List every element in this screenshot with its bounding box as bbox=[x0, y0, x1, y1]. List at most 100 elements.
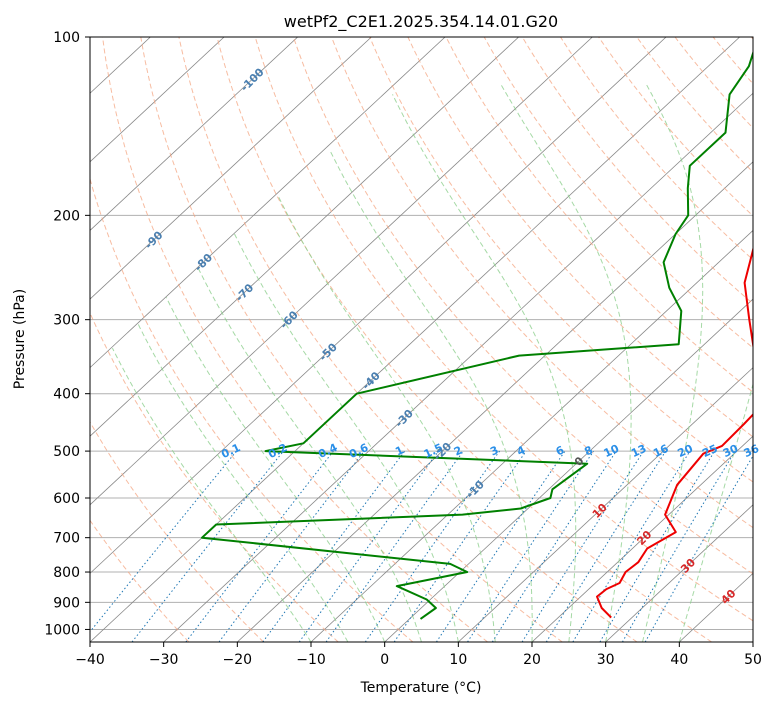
mixing-ratio-label: 0.4 bbox=[316, 441, 339, 461]
mixing-ratio-line bbox=[545, 450, 667, 642]
mixing-ratio-line bbox=[298, 450, 440, 642]
moist-adiabat-line bbox=[277, 195, 496, 642]
isotherm-line bbox=[458, 367, 753, 642]
isotherm-line bbox=[90, 37, 740, 642]
moist-adiabat-line bbox=[678, 382, 753, 642]
isotherm-line bbox=[752, 641, 753, 642]
moist-adiabat-line bbox=[392, 94, 577, 642]
isotherm-line bbox=[90, 37, 446, 369]
dry-adiabat-line bbox=[331, 37, 753, 529]
mixing-ratio-line bbox=[185, 450, 334, 642]
y-tick-label: 500 bbox=[53, 444, 80, 460]
mixing-ratio-label: 0.6 bbox=[347, 441, 370, 461]
dry-adiabat-line bbox=[140, 37, 563, 642]
isotherm-line bbox=[605, 504, 753, 642]
mixing-ratio-label: 0.2 bbox=[266, 441, 289, 461]
isotherm-line bbox=[310, 229, 753, 642]
mixing-ratio-line bbox=[325, 450, 464, 642]
y-tick-label: 300 bbox=[53, 313, 80, 329]
x-axis-title: Temperature (°C) bbox=[360, 680, 482, 696]
y-tick-label: 200 bbox=[53, 208, 80, 224]
isotherm-line bbox=[679, 572, 753, 642]
isotherm-line bbox=[531, 435, 753, 642]
dry-adiabat-line bbox=[90, 177, 414, 642]
mixing-ratio-line bbox=[621, 450, 736, 642]
dry-adiabat-line bbox=[407, 37, 753, 438]
moist-adiabat-line bbox=[197, 267, 422, 642]
dry-adiabat-line bbox=[445, 37, 753, 393]
dry-adiabat-line bbox=[598, 37, 753, 217]
x-tick-label: 50 bbox=[744, 652, 762, 668]
mixing-ratio-line bbox=[599, 450, 716, 642]
isotherm-line bbox=[0, 37, 3, 642]
isotherm-line bbox=[90, 37, 519, 437]
mixing-ratio-label: 30 bbox=[721, 442, 741, 460]
dry-adiabat-line bbox=[90, 421, 264, 642]
mixing-ratio-line bbox=[491, 450, 617, 642]
x-tick-label: 30 bbox=[597, 652, 615, 668]
mixing-ratio-line bbox=[644, 454, 753, 642]
moist-adiabat-line bbox=[137, 323, 349, 642]
dry-adiabat-line bbox=[712, 37, 753, 85]
temperature-trace bbox=[596, 246, 753, 619]
x-tick-label: −30 bbox=[149, 652, 179, 668]
dry-adiabat-line bbox=[521, 37, 753, 305]
x-tick-label: 0 bbox=[380, 652, 389, 668]
mixing-ratio-label: 36 bbox=[742, 442, 762, 460]
mixing-ratio-label: 13 bbox=[629, 442, 648, 460]
y-tick-label: 700 bbox=[53, 531, 80, 547]
mixing-ratio-label: 16 bbox=[651, 442, 671, 460]
mixing-ratio-line bbox=[131, 450, 284, 642]
y-tick-label: 900 bbox=[53, 595, 80, 611]
mixing-ratio-label: 25 bbox=[700, 442, 719, 460]
dry-adiabat-line bbox=[636, 37, 753, 173]
isotherm-line bbox=[163, 92, 753, 642]
y-axis-title: Pressure (hPa) bbox=[12, 289, 28, 389]
isotherm-line bbox=[237, 161, 753, 642]
mixing-ratio-line bbox=[467, 450, 595, 642]
dry-adiabat-line bbox=[369, 37, 753, 483]
mixing-ratio-label: 20 bbox=[676, 442, 696, 460]
isotherm-line bbox=[90, 37, 298, 231]
isotherm-line bbox=[90, 37, 667, 574]
chart-title: wetPf2_C2E1.2025.354.14.01.G20 bbox=[284, 12, 558, 32]
moist-adiabat-line bbox=[111, 347, 312, 642]
dry-adiabat-line bbox=[254, 37, 753, 622]
isotherm-line bbox=[90, 37, 372, 300]
y-tick-label: 100 bbox=[53, 30, 80, 46]
moist-adiabat-line bbox=[500, 83, 632, 642]
y-tick-label: 800 bbox=[53, 565, 80, 581]
moist-adiabat-line bbox=[234, 233, 459, 642]
dry-adiabat-line bbox=[178, 37, 638, 642]
mixing-ratio-line bbox=[521, 450, 645, 642]
moist-adiabat-line bbox=[642, 83, 704, 642]
x-tick-label: −20 bbox=[223, 652, 253, 668]
moist-adiabat-line bbox=[329, 149, 533, 642]
dry-adiabat-line bbox=[483, 37, 753, 349]
mixing-ratio-label: 10 bbox=[602, 442, 622, 460]
mixing-ratio-line bbox=[364, 450, 501, 642]
mixing-ratio-line bbox=[393, 450, 527, 642]
plot-frame bbox=[89, 36, 754, 643]
x-tick-label: −40 bbox=[75, 652, 105, 668]
y-tick-label: 400 bbox=[53, 387, 80, 403]
x-tick-label: 10 bbox=[449, 652, 467, 668]
moist-adiabat-line bbox=[165, 297, 386, 642]
dewpoint-trace bbox=[201, 50, 753, 620]
dry-adiabat-line bbox=[292, 37, 753, 575]
isotherm-line bbox=[384, 298, 753, 642]
dry-adiabat-line bbox=[90, 311, 339, 642]
mixing-ratio-line bbox=[572, 450, 691, 642]
dry-adiabat-line bbox=[90, 519, 190, 642]
dry-adiabat-line bbox=[216, 37, 712, 642]
y-tick-label: 1000 bbox=[44, 622, 80, 638]
y-tick-label: 600 bbox=[53, 491, 80, 507]
x-tick-label: 20 bbox=[523, 652, 541, 668]
x-tick-label: 40 bbox=[670, 652, 688, 668]
isotherm-line bbox=[90, 37, 593, 506]
isotherm-line bbox=[90, 37, 225, 163]
mixing-ratio-line bbox=[90, 450, 237, 633]
x-tick-label: −10 bbox=[296, 652, 326, 668]
dry-adiabat-line bbox=[750, 37, 753, 40]
